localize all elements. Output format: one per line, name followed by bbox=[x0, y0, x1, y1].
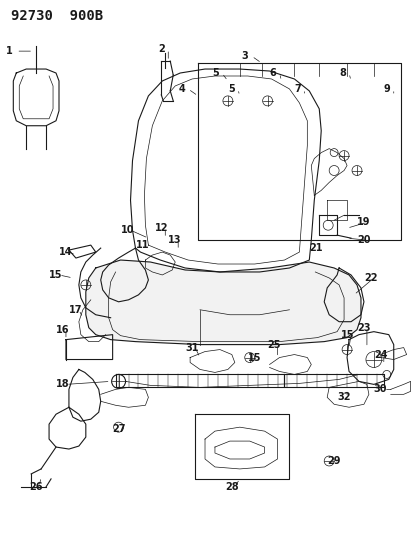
Text: 3: 3 bbox=[241, 51, 248, 61]
Polygon shape bbox=[85, 260, 360, 345]
Text: 19: 19 bbox=[356, 217, 370, 227]
Text: 31: 31 bbox=[185, 343, 198, 352]
Text: 4: 4 bbox=[178, 84, 185, 94]
Text: 16: 16 bbox=[56, 325, 69, 335]
Text: 27: 27 bbox=[112, 424, 126, 434]
Text: 15: 15 bbox=[340, 329, 354, 340]
Text: 23: 23 bbox=[356, 322, 370, 333]
Text: 8: 8 bbox=[338, 68, 345, 78]
Text: 26: 26 bbox=[29, 482, 43, 492]
Text: 18: 18 bbox=[56, 379, 69, 390]
Text: 11: 11 bbox=[135, 240, 149, 250]
Text: 24: 24 bbox=[373, 350, 387, 360]
Text: 21: 21 bbox=[309, 243, 322, 253]
Text: 17: 17 bbox=[69, 305, 82, 315]
Text: 30: 30 bbox=[373, 384, 387, 394]
Text: 5: 5 bbox=[211, 68, 218, 78]
Text: 2: 2 bbox=[158, 44, 165, 54]
Text: 14: 14 bbox=[59, 247, 72, 257]
Text: 22: 22 bbox=[363, 273, 377, 283]
Text: 10: 10 bbox=[120, 225, 134, 235]
Text: 28: 28 bbox=[224, 482, 238, 492]
Text: 29: 29 bbox=[326, 456, 340, 466]
Text: 25: 25 bbox=[267, 340, 280, 350]
Text: 15: 15 bbox=[49, 270, 62, 280]
Text: 5: 5 bbox=[227, 84, 234, 94]
Text: 92730  900B: 92730 900B bbox=[11, 10, 103, 23]
Text: 32: 32 bbox=[336, 392, 350, 402]
Text: 20: 20 bbox=[356, 235, 370, 245]
Text: 12: 12 bbox=[155, 223, 169, 233]
Text: 6: 6 bbox=[269, 68, 275, 78]
Text: 1: 1 bbox=[6, 46, 13, 56]
Text: 15: 15 bbox=[247, 352, 261, 362]
Text: 7: 7 bbox=[294, 84, 300, 94]
Text: 13: 13 bbox=[168, 235, 181, 245]
Text: 9: 9 bbox=[383, 84, 389, 94]
